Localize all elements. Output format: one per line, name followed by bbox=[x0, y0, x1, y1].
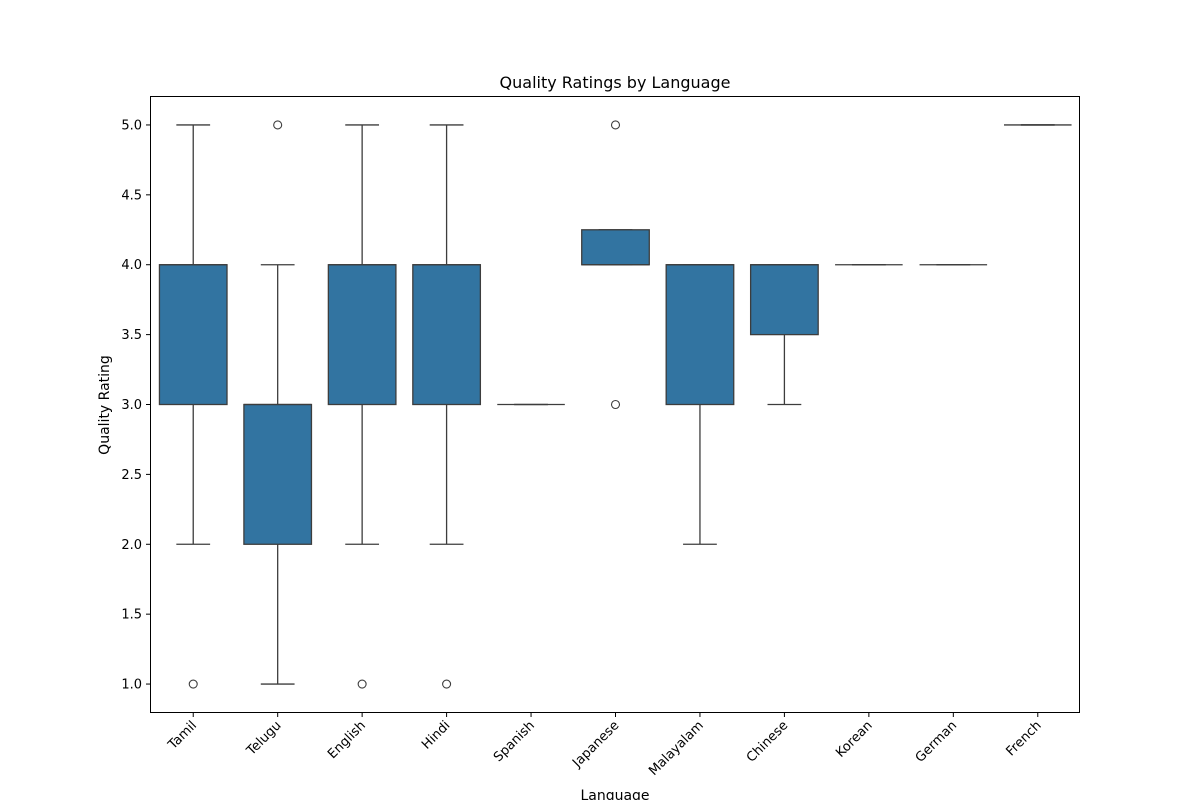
box-group-malayalam bbox=[665, 264, 735, 545]
outlier-point bbox=[188, 679, 198, 689]
box-group-english bbox=[327, 124, 397, 689]
box bbox=[412, 264, 482, 406]
y-tick-label: 2.0 bbox=[121, 538, 142, 553]
box-group-hindi bbox=[412, 124, 482, 689]
outlier-point bbox=[357, 679, 367, 689]
y-tick-label: 3.5 bbox=[121, 328, 142, 343]
x-axis-label: Language bbox=[580, 788, 649, 800]
box-group-japanese bbox=[581, 120, 650, 410]
outlier-point bbox=[442, 679, 452, 689]
y-tick-label: 1.5 bbox=[121, 608, 142, 623]
y-tick-label: 4.0 bbox=[121, 258, 142, 273]
box bbox=[327, 264, 397, 406]
y-tick-label: 3.0 bbox=[121, 398, 142, 413]
y-tick-label: 5.0 bbox=[121, 118, 142, 133]
y-tick-label: 4.5 bbox=[121, 188, 142, 203]
y-axis-label: Quality Rating bbox=[97, 355, 113, 455]
box bbox=[749, 264, 819, 336]
y-axis: 1.0 1.5 2.0 2.5 3.0 3.5 4.0 4.5 5.0 bbox=[121, 118, 151, 693]
y-tick-label: 2.5 bbox=[121, 468, 142, 483]
box bbox=[158, 264, 228, 406]
chart-title: Quality Ratings by Language bbox=[500, 73, 731, 92]
box-group-tamil bbox=[158, 124, 228, 689]
box bbox=[665, 264, 735, 406]
box-group-chinese bbox=[749, 264, 819, 406]
box bbox=[243, 403, 313, 545]
box bbox=[581, 229, 650, 266]
y-tick-label: 1.0 bbox=[121, 678, 142, 693]
outlier-point bbox=[610, 399, 621, 410]
plot-marks bbox=[158, 120, 1072, 689]
outlier-point bbox=[610, 120, 621, 130]
box-group-telugu bbox=[243, 120, 313, 685]
outlier-point bbox=[273, 120, 283, 130]
